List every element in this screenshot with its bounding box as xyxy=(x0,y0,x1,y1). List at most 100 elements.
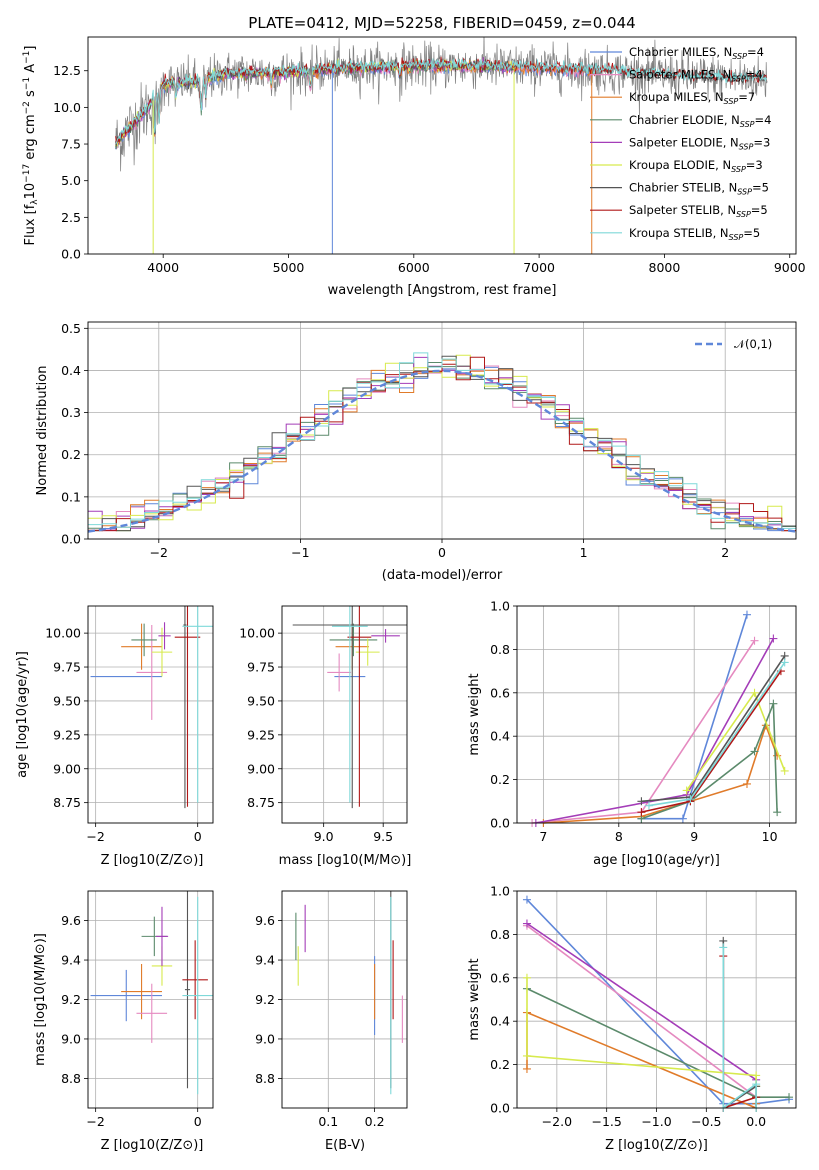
y-tick-label: 9.2 xyxy=(61,992,81,1007)
spectrum-panel: 4000 5000 6000 7000 8000 9000 0.0 2.5 5.0 7.5 10.0… xyxy=(22,14,806,298)
y-tick-label: 0.2 xyxy=(61,447,81,462)
errorbar-point-1 xyxy=(121,963,162,1020)
x-tick-label: 8 xyxy=(615,829,623,844)
errorbar-point-3 xyxy=(329,623,378,657)
plot-frame xyxy=(281,605,408,824)
y-tick-label: 9.75 xyxy=(53,660,81,675)
histogram-8 xyxy=(88,352,796,529)
y-axis-label: mass weight xyxy=(467,673,482,755)
y-tick-label: 12.5 xyxy=(53,63,81,78)
legend-label-5: Kroupa ELODIE, NSSP=3 xyxy=(629,158,763,174)
y-tick-label: 0.0 xyxy=(61,247,81,262)
y-tick-label: 10.00 xyxy=(239,626,275,641)
legend-label-8: Kroupa STELIB, NSSP=5 xyxy=(629,226,760,242)
x-axis-label: age [log10(age/yr)] xyxy=(593,853,720,868)
x-axis-label: Z [log10(Z/Z⊙)] xyxy=(101,853,204,868)
x-axis-label: wavelength [Angstrom, rest frame] xyxy=(328,283,557,298)
y-tick-label: 0.2 xyxy=(490,772,510,787)
errorbar-point-8 xyxy=(182,606,213,803)
x-tick-label: 0.1 xyxy=(318,1114,338,1129)
weight-marker xyxy=(752,1080,761,1089)
y-tick-label: 8.8 xyxy=(255,1071,275,1086)
y-tick-label: 5.0 xyxy=(61,173,81,188)
weight-marker xyxy=(742,779,751,788)
normal-curve xyxy=(87,369,797,533)
x-tick-label: 9 xyxy=(690,829,698,844)
y-tick-label: 1.0 xyxy=(490,884,510,899)
weight-marker xyxy=(785,1093,794,1102)
y-tick-label: 9.4 xyxy=(61,953,81,968)
weight-line-1 xyxy=(526,925,757,1098)
y-tick-label: 10.0 xyxy=(53,100,81,115)
y-tick-label: 0.8 xyxy=(490,927,510,942)
x-axis-label: (data-model)/error xyxy=(382,568,503,583)
x-tick-label: −1.5 xyxy=(591,1114,621,1129)
errorbar-point-4 xyxy=(151,627,173,677)
legend-label-7: Salpeter STELIB, NSSP=5 xyxy=(629,203,768,219)
legend: Chabrier MILES, NSSP=4 Salpeter MILES, NS… xyxy=(590,45,771,242)
y-tick-label: 9.2 xyxy=(255,992,275,1007)
weight-marker xyxy=(644,801,653,810)
y-tick-label: 0.0 xyxy=(61,532,81,547)
errorbar-point-3 xyxy=(131,623,157,657)
weight-marker xyxy=(719,943,728,952)
y-tick-label: 0.6 xyxy=(490,970,510,985)
y-tick-label: 0.3 xyxy=(61,405,81,420)
x-axis-label: Z [log10(Z/Z⊙)] xyxy=(101,1138,204,1153)
x-axis-label: mass [log10(M/M⊙)] xyxy=(279,853,412,868)
errorbar-point-5 xyxy=(371,629,400,643)
weight-marker xyxy=(750,636,759,645)
weight-marker xyxy=(742,610,751,619)
plot-frame xyxy=(87,321,797,540)
y-tick-label: 9.50 xyxy=(247,693,275,708)
plot-frame xyxy=(87,36,797,255)
x-tick-label: 8000 xyxy=(649,260,681,275)
y-tick-label: 9.75 xyxy=(247,660,275,675)
x-tick-label: 9.0 xyxy=(314,829,334,844)
y-axis-label: Flux [fλ10−17 erg cm−2 s−1 A−1] xyxy=(22,46,40,246)
histogram-7 xyxy=(88,356,796,532)
x-tick-label: 10 xyxy=(762,829,778,844)
errorbar-point-0 xyxy=(90,969,162,1022)
y-tick-label: 0.5 xyxy=(61,321,81,336)
weight-marker xyxy=(522,973,531,982)
weight-marker xyxy=(522,919,531,928)
weight-marker xyxy=(750,688,759,697)
mass-vs-Z-panel: −2 0 8.8 9.0 9.2 9.4 9.6 Z [log10(Z/Z⊙)] mass [l… xyxy=(33,890,214,1153)
legend-label-4: Salpeter ELODIE, NSSP=3 xyxy=(629,135,770,151)
legend-label-1: Salpeter MILES, NSSP=4 xyxy=(629,68,763,84)
x-tick-label: −1 xyxy=(291,545,309,560)
x-tick-label: 0 xyxy=(438,545,446,560)
y-tick-label: 9.6 xyxy=(255,913,275,928)
x-tick-label: 0.0 xyxy=(746,1114,766,1129)
y-tick-label: 2.5 xyxy=(61,210,81,225)
weight-marker xyxy=(773,808,782,817)
errorbar-point-2 xyxy=(327,653,352,692)
age-vs-mass-panel: 9.0 9.5 8.75 9.00 9.25 9.50 9.75 10.00 mass [log… xyxy=(239,605,412,868)
y-tick-label: 9.00 xyxy=(53,761,81,776)
errorbar-point-6 xyxy=(183,606,187,809)
y-tick-label: 9.25 xyxy=(53,727,81,742)
y-tick-label: 0.2 xyxy=(490,1057,510,1072)
errorbar-point-1 xyxy=(121,623,162,670)
y-tick-label: 0.1 xyxy=(61,489,81,504)
y-tick-label: 10.00 xyxy=(45,626,81,641)
y-tick-label: 1.0 xyxy=(490,599,510,614)
legend-label-0: Chabrier MILES, NSSP=4 xyxy=(629,45,764,61)
weight-marker xyxy=(769,699,778,708)
chart-title: PLATE=0412, MJD=52258, FIBERID=0459, z=0… xyxy=(248,14,635,32)
weight-line-0 xyxy=(526,899,790,1105)
errorbar-point-5 xyxy=(158,622,171,650)
weight-line-2 xyxy=(526,1011,757,1110)
weight-marker xyxy=(769,634,778,643)
plot-frame xyxy=(516,605,797,824)
x-tick-label: 1 xyxy=(580,545,588,560)
errorbar-point-7 xyxy=(347,606,372,807)
legend-label-2: Kroupa MILES, NSSP=7 xyxy=(629,90,755,106)
weight-marker xyxy=(780,658,789,667)
y-tick-label: 9.25 xyxy=(247,727,275,742)
x-tick-label: 4000 xyxy=(147,260,179,275)
x-tick-label: −2 xyxy=(86,829,104,844)
x-tick-label: 0.2 xyxy=(365,1114,385,1129)
errorbar-point-2 xyxy=(136,983,168,1043)
